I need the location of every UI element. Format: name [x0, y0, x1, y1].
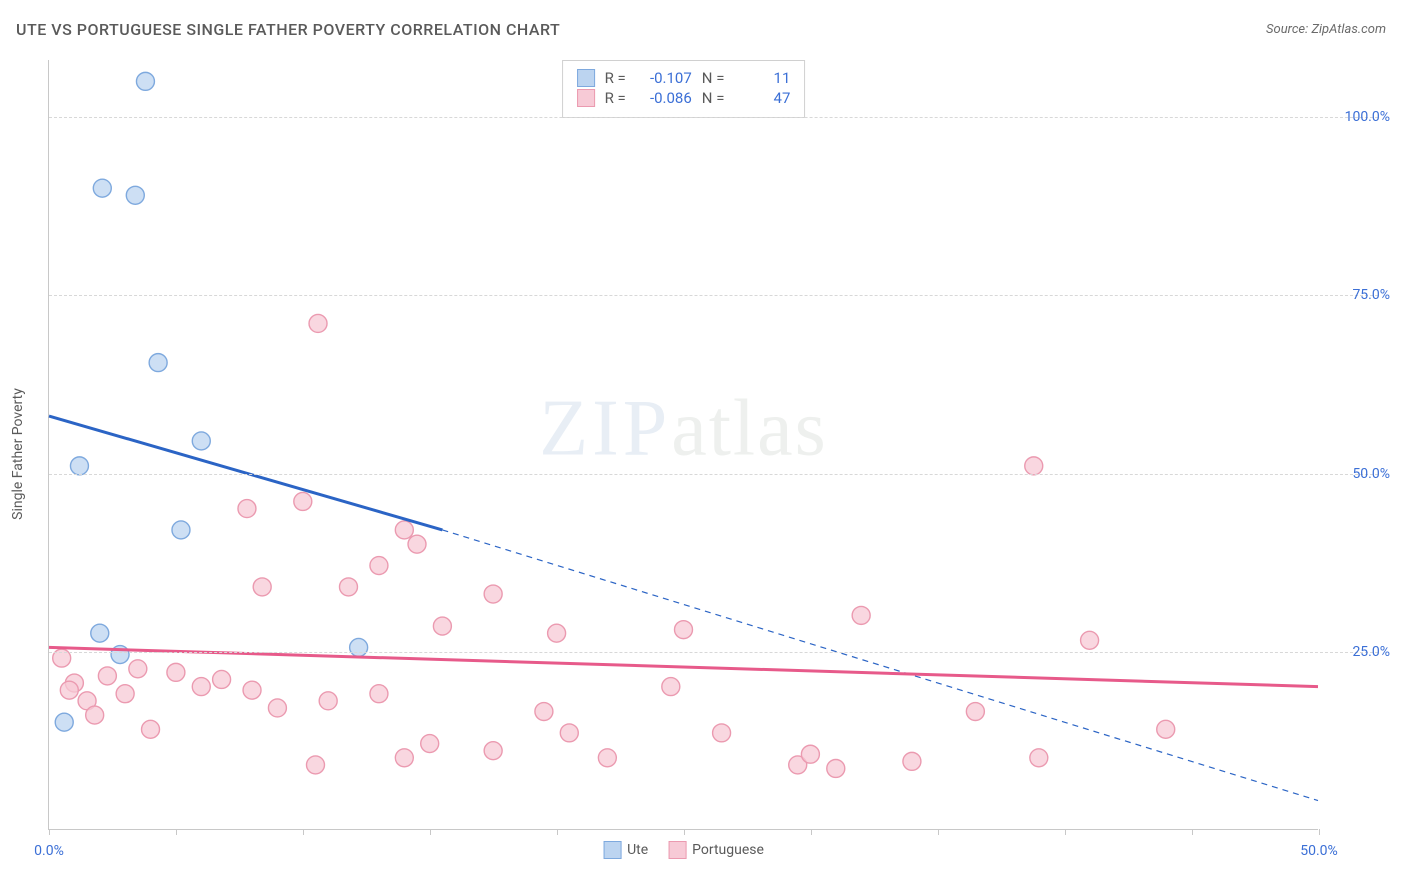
chart-title: UTE VS PORTUGUESE SINGLE FATHER POVERTY … [16, 20, 560, 39]
data-point [484, 742, 502, 760]
x-tick [1319, 829, 1320, 835]
source-attribution: Source: ZipAtlas.com [1266, 22, 1386, 37]
gridline [49, 295, 1378, 296]
data-point [535, 703, 553, 721]
data-point [192, 432, 210, 450]
series-legend: Ute Portuguese [603, 841, 764, 859]
data-point [421, 735, 439, 753]
y-tick-label: 25.0% [1352, 644, 1390, 660]
data-point [129, 660, 147, 678]
data-point [548, 624, 566, 642]
data-point [70, 457, 88, 475]
y-tick-label: 50.0% [1352, 466, 1390, 482]
gridline [49, 652, 1378, 653]
data-point [713, 724, 731, 742]
legend-item-portuguese: Portuguese [668, 841, 764, 859]
data-point [253, 578, 271, 596]
x-tick [49, 829, 50, 835]
data-point [268, 699, 286, 717]
data-point [433, 617, 451, 635]
trend-line [442, 530, 1318, 801]
data-point [408, 535, 426, 553]
data-point [395, 749, 413, 767]
x-tick [938, 829, 939, 835]
data-point [294, 492, 312, 510]
data-point [142, 720, 160, 738]
swatch-ute [577, 69, 595, 87]
data-point [243, 681, 261, 699]
y-tick-label: 100.0% [1345, 109, 1390, 125]
x-tick [811, 829, 812, 835]
plot-area: ZIPatlas R = -0.107 N = 11 R = -0.086 N … [48, 60, 1318, 830]
x-tick [303, 829, 304, 835]
data-point [1157, 720, 1175, 738]
x-tick [176, 829, 177, 835]
data-point [55, 713, 73, 731]
data-point [126, 186, 144, 204]
data-point [91, 624, 109, 642]
data-point [60, 681, 78, 699]
trend-line [49, 647, 1318, 686]
x-tick [430, 829, 431, 835]
data-point [350, 638, 368, 656]
data-point [1025, 457, 1043, 475]
data-point [370, 557, 388, 575]
gridline [49, 117, 1378, 118]
data-point [560, 724, 578, 742]
data-point [319, 692, 337, 710]
x-tick [557, 829, 558, 835]
data-point [1030, 749, 1048, 767]
legend-row-ute: R = -0.107 N = 11 [577, 69, 791, 87]
data-point [966, 703, 984, 721]
data-point [827, 759, 845, 777]
swatch-portuguese [577, 89, 595, 107]
data-point [149, 354, 167, 372]
data-point [675, 621, 693, 639]
data-point [136, 72, 154, 90]
data-point [306, 756, 324, 774]
data-point [852, 606, 870, 624]
data-point [484, 585, 502, 603]
data-point [801, 745, 819, 763]
data-point [1081, 631, 1099, 649]
data-point [86, 706, 104, 724]
data-point [662, 678, 680, 696]
swatch-ute-icon [603, 841, 621, 859]
data-point [309, 314, 327, 332]
x-tick-label: 50.0% [1300, 843, 1338, 859]
data-point [172, 521, 190, 539]
data-point [213, 670, 231, 688]
data-point [370, 685, 388, 703]
x-tick [1065, 829, 1066, 835]
data-point [395, 521, 413, 539]
gridline [49, 474, 1378, 475]
legend-row-portuguese: R = -0.086 N = 47 [577, 89, 791, 107]
data-point [598, 749, 616, 767]
swatch-portuguese-icon [668, 841, 686, 859]
x-tick [684, 829, 685, 835]
x-tick-label: 0.0% [34, 843, 64, 859]
legend-item-ute: Ute [603, 841, 648, 859]
data-point [238, 500, 256, 518]
x-tick [1192, 829, 1193, 835]
data-point [192, 678, 210, 696]
data-point [903, 752, 921, 770]
data-point [339, 578, 357, 596]
data-point [116, 685, 134, 703]
correlation-legend: R = -0.107 N = 11 R = -0.086 N = 47 [562, 60, 806, 118]
y-axis-label: Single Father Poverty [10, 388, 26, 520]
data-point [93, 179, 111, 197]
chart-svg [49, 60, 1318, 829]
y-tick-label: 75.0% [1352, 287, 1390, 303]
data-point [167, 663, 185, 681]
data-point [98, 667, 116, 685]
